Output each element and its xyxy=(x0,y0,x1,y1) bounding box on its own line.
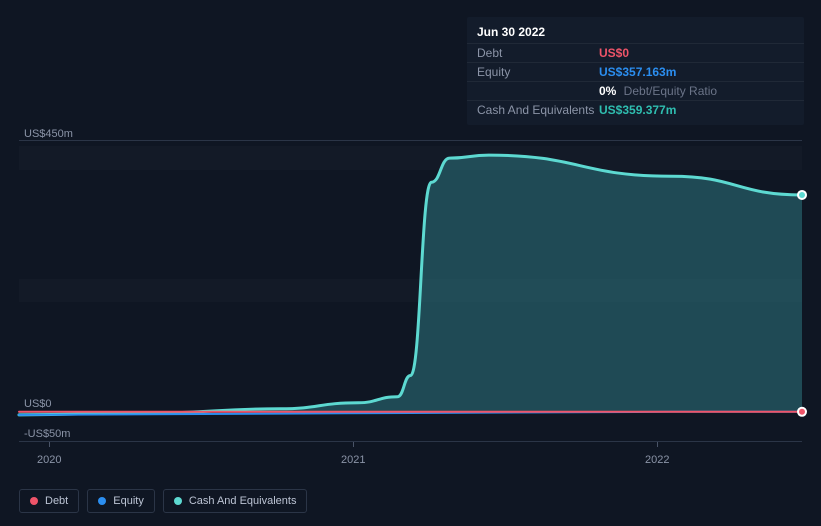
tooltip-row-label xyxy=(477,84,599,98)
x-axis-tick xyxy=(657,442,658,447)
tooltip-row-value: US$359.377m xyxy=(599,103,676,117)
tooltip-row-label: Cash And Equivalents xyxy=(477,103,599,117)
tooltip-row-value: US$357.163m xyxy=(599,65,676,79)
x-axis-label: 2022 xyxy=(645,454,669,466)
tooltip-row: Cash And EquivalentsUS$359.377m xyxy=(467,100,804,119)
chart-legend: Debt Equity Cash And Equivalents xyxy=(19,489,307,513)
legend-dot-icon xyxy=(174,497,182,505)
y-axis-label: US$0 xyxy=(24,398,52,410)
legend-item[interactable]: Equity xyxy=(87,489,155,513)
x-axis-label: 2020 xyxy=(37,454,61,466)
tooltip-row-label: Equity xyxy=(477,65,599,79)
x-axis-label: 2021 xyxy=(341,454,365,466)
legend-item[interactable]: Cash And Equivalents xyxy=(163,489,308,513)
x-axis-tick xyxy=(49,442,50,447)
gridline xyxy=(19,140,802,141)
tooltip-row: EquityUS$357.163m xyxy=(467,62,804,81)
axis-line xyxy=(19,441,802,442)
y-axis-label: -US$50m xyxy=(24,428,70,440)
legend-label: Cash And Equivalents xyxy=(189,495,297,507)
tooltip-row: 0% Debt/Equity Ratio xyxy=(467,81,804,100)
legend-label: Debt xyxy=(45,495,68,507)
financial-chart: US$450m US$0 -US$50m 2020 2021 2022 Jun 30 2… xyxy=(0,0,821,526)
legend-dot-icon xyxy=(30,497,38,505)
chart-tooltip: Jun 30 2022 DebtUS$0EquityUS$357.163m0% … xyxy=(467,17,804,125)
y-axis-label: US$450m xyxy=(24,128,73,140)
tooltip-row-label: Debt xyxy=(477,46,599,60)
tooltip-date: Jun 30 2022 xyxy=(467,23,804,43)
x-axis-tick xyxy=(353,442,354,447)
legend-dot-icon xyxy=(98,497,106,505)
tooltip-row-value: 0% Debt/Equity Ratio xyxy=(599,84,717,98)
legend-item[interactable]: Debt xyxy=(19,489,79,513)
tooltip-row: DebtUS$0 xyxy=(467,43,804,62)
tooltip-row-value: US$0 xyxy=(599,46,629,60)
legend-label: Equity xyxy=(113,495,144,507)
